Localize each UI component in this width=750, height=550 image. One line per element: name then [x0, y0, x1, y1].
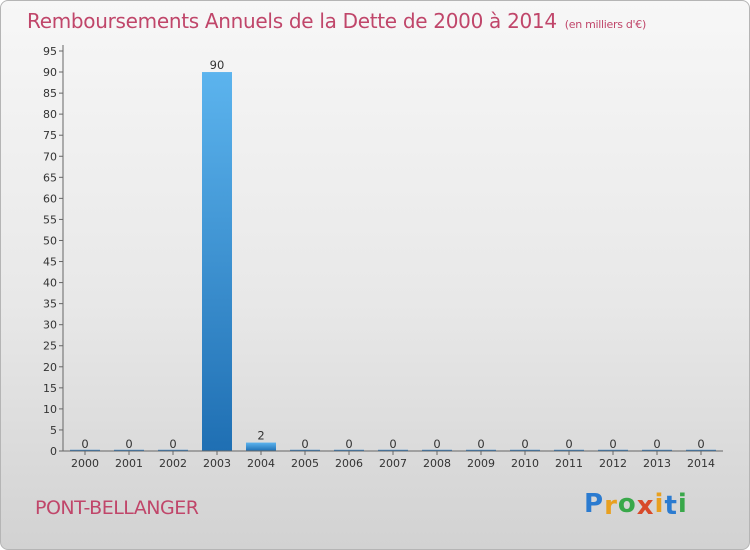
data-label-2006: 0 [345, 437, 352, 451]
data-label-2011: 0 [565, 437, 572, 451]
y-tick-label: 45 [43, 256, 57, 269]
x-tick-label-2002: 2002 [159, 457, 187, 470]
logo-letter: i [654, 489, 665, 519]
bar-2014 [686, 449, 716, 451]
logo-letter: P [584, 489, 605, 519]
data-label-2003: 90 [210, 58, 225, 72]
x-tick-label-2005: 2005 [291, 457, 319, 470]
y-tick-label: 40 [43, 277, 57, 290]
y-tick-label: 85 [43, 87, 57, 100]
bar-2009 [466, 449, 496, 451]
chart-title-text: Remboursements Annuels de la Dette de 20… [27, 9, 557, 33]
bar-2010 [510, 449, 540, 451]
data-label-2000: 0 [81, 437, 88, 451]
data-label-2014: 0 [697, 437, 704, 451]
y-tick-label: 20 [43, 361, 57, 374]
x-tick-label-2009: 2009 [467, 457, 495, 470]
x-tick-label-2006: 2006 [335, 457, 363, 470]
y-tick-label: 75 [43, 129, 57, 142]
y-tick-label: 60 [43, 192, 57, 205]
x-tick-label-2004: 2004 [247, 457, 275, 470]
y-tick-label: 10 [43, 403, 57, 416]
bar-2001 [114, 449, 144, 451]
chart-title: Remboursements Annuels de la Dette de 20… [27, 9, 646, 33]
x-tick-label-2007: 2007 [379, 457, 407, 470]
data-label-2005: 0 [301, 437, 308, 451]
data-label-2002: 0 [169, 437, 176, 451]
data-label-2010: 0 [521, 437, 528, 451]
proxiti-logo[interactable]: Proxiti [584, 489, 688, 521]
y-tick-label: 95 [43, 45, 57, 58]
data-label-2009: 0 [477, 437, 484, 451]
x-tick-label-2010: 2010 [511, 457, 539, 470]
data-label-2012: 0 [609, 437, 616, 451]
x-tick-label-2011: 2011 [555, 457, 583, 470]
bar-2011 [554, 449, 584, 451]
logo-letter: i [677, 489, 688, 519]
y-tick-label: 70 [43, 150, 57, 163]
y-tick-label: 30 [43, 319, 57, 332]
y-tick-label: 25 [43, 340, 57, 353]
y-tick-label: 50 [43, 234, 57, 247]
commune-name: PONT-BELLANGER [35, 497, 199, 519]
bar-2000 [70, 449, 100, 451]
x-tick-label-2001: 2001 [115, 457, 143, 470]
bar-2007 [378, 449, 408, 451]
logo-letter: x [636, 491, 655, 521]
logo-letter: t [664, 491, 678, 521]
y-tick-label: 65 [43, 171, 57, 184]
logo-letter: r [604, 491, 618, 521]
bar-2003 [202, 72, 232, 451]
logo-letter: o [617, 489, 637, 519]
data-label-2004: 2 [257, 429, 264, 443]
x-tick-label-2000: 2000 [71, 457, 99, 470]
bar-2006 [334, 449, 364, 451]
y-tick-label: 35 [43, 298, 57, 311]
bar-2005 [290, 449, 320, 451]
x-tick-label-2003: 2003 [203, 457, 231, 470]
bar-2008 [422, 449, 452, 451]
x-tick-label-2012: 2012 [599, 457, 627, 470]
bar-2004 [246, 442, 276, 451]
x-tick-label-2008: 2008 [423, 457, 451, 470]
x-tick-label-2013: 2013 [643, 457, 671, 470]
data-label-2001: 0 [125, 437, 132, 451]
bar-2012 [598, 449, 628, 451]
data-label-2013: 0 [653, 437, 660, 451]
y-tick-label: 55 [43, 213, 57, 226]
y-tick-label: 80 [43, 108, 57, 121]
bar-2013 [642, 449, 672, 451]
data-label-2008: 0 [433, 437, 440, 451]
x-tick-label-2014: 2014 [687, 457, 715, 470]
y-tick-label: 15 [43, 382, 57, 395]
y-tick-label: 90 [43, 66, 57, 79]
data-label-2007: 0 [389, 437, 396, 451]
y-tick-label: 0 [50, 445, 57, 458]
chart-subtitle: (en milliers d'€) [564, 18, 646, 31]
y-tick-label: 5 [50, 424, 57, 437]
bar-2002 [158, 449, 188, 451]
